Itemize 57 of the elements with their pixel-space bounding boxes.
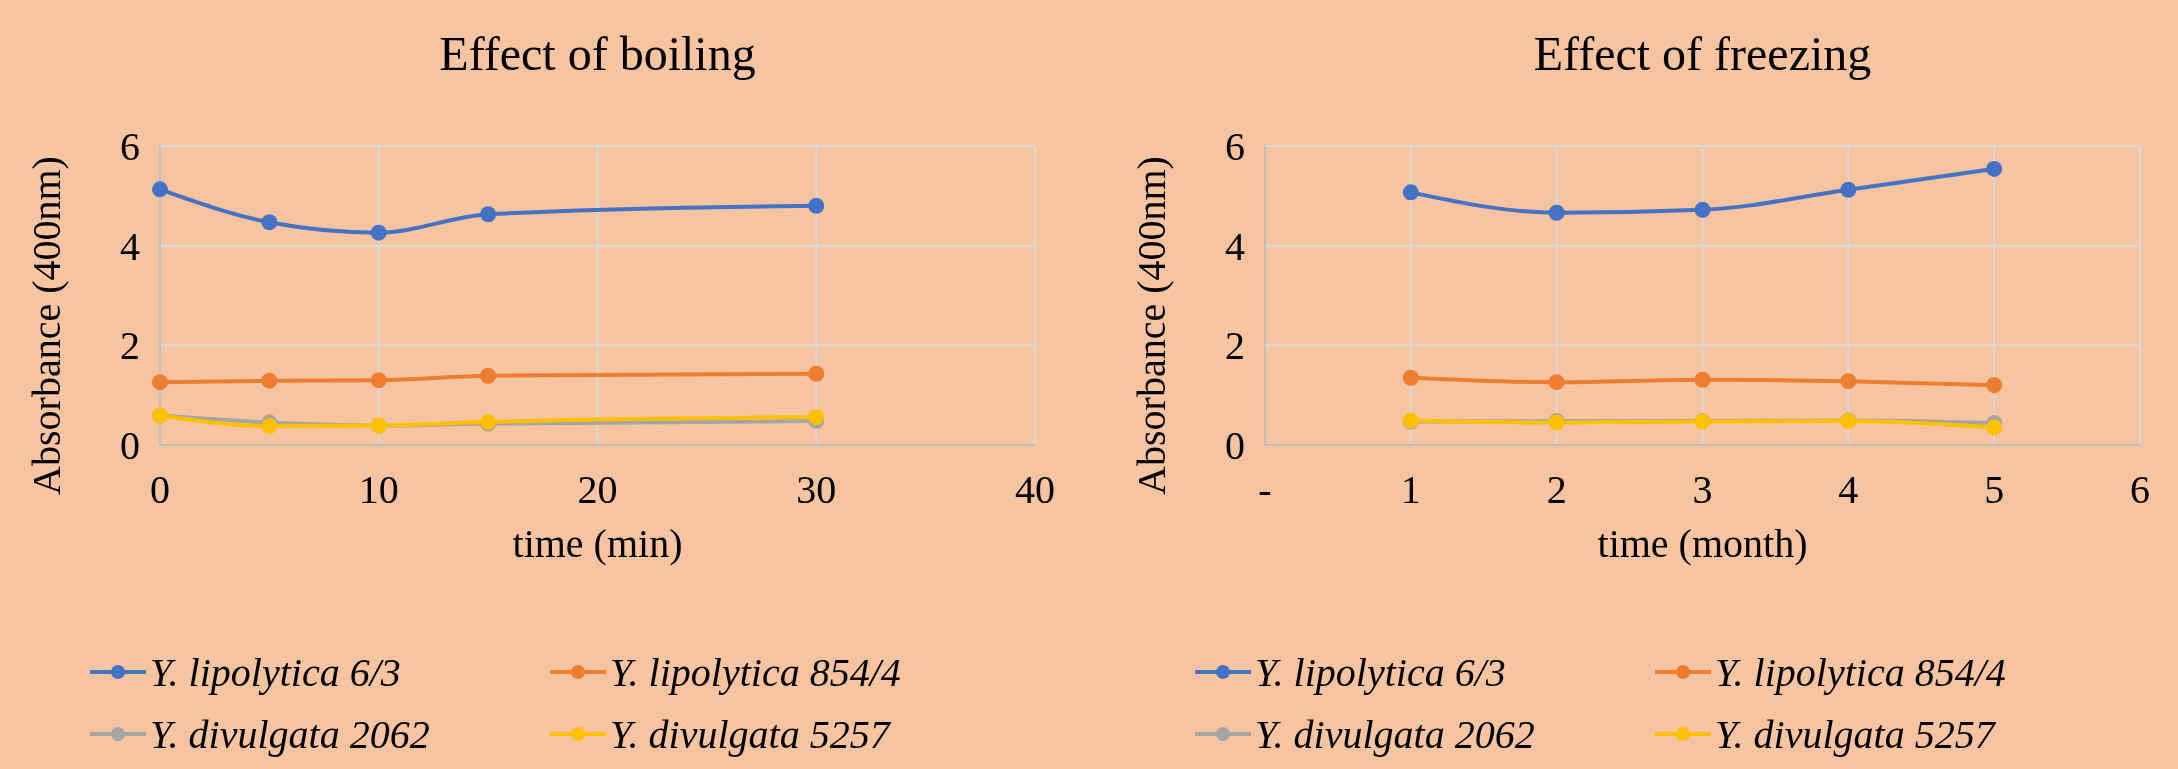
legend-label: Y. lipolytica 854/4 xyxy=(610,650,901,695)
point xyxy=(808,409,825,426)
chart-title: Effect of freezing xyxy=(1533,27,1872,80)
point xyxy=(261,372,278,389)
y-tick-label: 0 xyxy=(120,423,140,468)
y-tick-label: 4 xyxy=(1225,223,1245,269)
x-tick-label: - xyxy=(1258,467,1272,512)
point xyxy=(152,374,168,391)
point xyxy=(1986,160,2003,177)
point xyxy=(1840,373,1857,390)
point xyxy=(1548,374,1565,391)
x-tick-label: 1 xyxy=(1400,467,1421,512)
point xyxy=(1694,201,1711,218)
x-tick-label: 3 xyxy=(1692,467,1713,512)
point xyxy=(808,197,825,214)
point xyxy=(1548,204,1565,221)
point xyxy=(480,206,497,223)
x-tick-label: 10 xyxy=(358,467,399,512)
y-tick-label: 2 xyxy=(120,323,140,369)
y-axis-title: Absorbance (400nm) xyxy=(24,156,69,495)
point xyxy=(480,367,497,384)
x-tick-label: 2 xyxy=(1546,467,1567,512)
y-tick-label: 4 xyxy=(120,223,140,269)
legend-label: Y. lipolytica 6/3 xyxy=(1255,650,1506,695)
x-tick-label: 0 xyxy=(150,467,170,512)
y-axis-title: Absorbance (400nm) xyxy=(1129,156,1174,495)
y-tick-label: 6 xyxy=(1225,124,1245,169)
x-axis-title: time (month) xyxy=(1597,521,1808,566)
point xyxy=(1694,371,1711,388)
point xyxy=(1986,419,2003,436)
point xyxy=(1402,369,1419,386)
x-axis-title: time (min) xyxy=(512,521,683,566)
legend-label: Y. lipolytica 854/4 xyxy=(1715,650,2006,695)
point xyxy=(1986,377,2003,394)
point xyxy=(1402,184,1419,201)
x-tick-label: 20 xyxy=(577,467,618,512)
x-tick-label: 4 xyxy=(1838,467,1859,512)
point xyxy=(370,224,387,241)
x-tick-label: 6 xyxy=(2130,467,2150,512)
y-tick-label: 6 xyxy=(120,124,140,169)
y-tick-label: 0 xyxy=(1225,423,1245,468)
x-tick-label: 5 xyxy=(1984,467,2005,512)
legend-label: Y. divulgata 2062 xyxy=(150,712,430,757)
legend-label: Y. lipolytica 6/3 xyxy=(150,650,401,695)
point xyxy=(261,418,278,435)
y-tick-label: 2 xyxy=(1225,323,1245,369)
legend-label: Y. divulgata 5257 xyxy=(1715,712,1997,757)
legend-label: Y. divulgata 5257 xyxy=(610,712,892,757)
x-tick-label: 40 xyxy=(1015,467,1055,512)
point xyxy=(808,365,825,382)
point xyxy=(1840,181,1857,198)
point xyxy=(370,372,387,389)
legend-label: Y. divulgata 2062 xyxy=(1255,712,1535,757)
point xyxy=(261,214,278,231)
x-tick-label: 30 xyxy=(796,467,837,512)
chart-title: Effect of boiling xyxy=(439,27,756,80)
point xyxy=(152,181,168,198)
